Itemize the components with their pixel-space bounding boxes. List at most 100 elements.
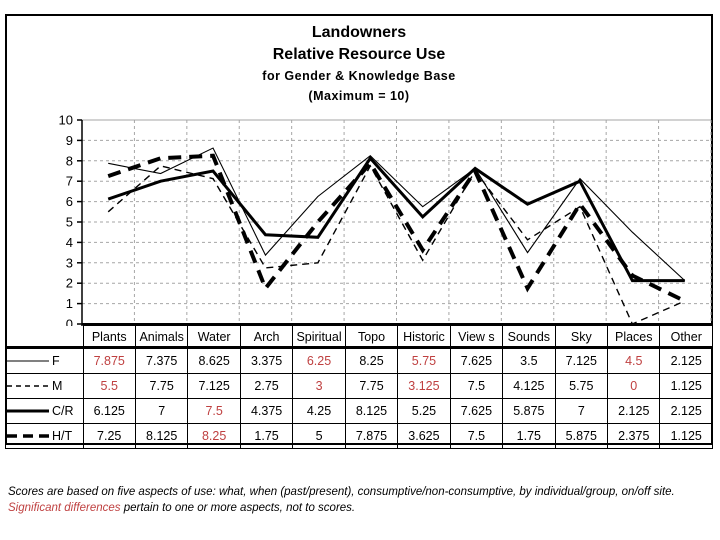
y-tick-label: 10 [59, 113, 73, 128]
data-table: Plants Animals Water Arch Spiritual Topo Histo… [5, 325, 713, 449]
value-cell: 5.25 [397, 398, 451, 424]
value-cell: 7.5 [449, 373, 504, 399]
value-cell: 1.125 [659, 373, 713, 399]
y-tick-label: 1 [66, 296, 73, 311]
y-tick-label: 8 [66, 153, 73, 168]
value-cell: 7.625 [449, 348, 504, 374]
value-cell: 7.25 [82, 423, 136, 449]
value-cell: 3.5 [502, 348, 556, 374]
value-cell: 6.125 [82, 398, 136, 424]
legend-cell: F [5, 348, 84, 374]
value-cell: 2.125 [607, 398, 661, 424]
series-line-HT [107, 153, 686, 303]
header-row: Plants Animals Water Arch Spiritual Topo Histo… [6, 325, 713, 349]
value-cell: 1.125 [659, 423, 713, 449]
value-cell: 8.25 [344, 348, 399, 374]
legend-line-sample [7, 409, 49, 413]
series-name-label: H/T [52, 429, 73, 443]
value-cell: 2.125 [659, 348, 713, 374]
value-cell: 2.75 [239, 373, 294, 399]
column-header: Spiritual [292, 325, 346, 349]
value-cell: 5.875 [554, 423, 609, 449]
line-chart: 0 1 2 3 4 5 6 7 8 9 10 [59, 113, 712, 327]
value-cell: 4.125 [502, 373, 556, 399]
value-cell: 7.875 [344, 423, 399, 449]
value-cell: 1.75 [239, 423, 294, 449]
value-cell: 7.75 [134, 373, 189, 399]
value-cell: 3 [292, 373, 346, 399]
table-body: F 7.875 7.375 8.625 3.375 6.25 8.25 5.75 7.625 3.… [5, 348, 713, 449]
legend-cell: H/T [5, 423, 84, 449]
title-line-1: Landowners [311, 24, 407, 41]
value-cell: 7.5 [449, 423, 504, 449]
column-header: View s [449, 325, 504, 349]
y-tick-label: 3 [66, 255, 73, 270]
value-cell: 6.25 [292, 348, 346, 374]
value-cell: 7.5 [187, 398, 241, 424]
footnote-line-1: Scores are based on five aspects of use:… [8, 484, 716, 500]
chart-title-block: Landowners Relative Resource Use for Gen… [5, 22, 713, 106]
y-tick-label: 9 [66, 133, 73, 148]
series-line-CR [107, 155, 685, 283]
legend-cell: M [5, 373, 84, 399]
legend-header-cell [6, 326, 84, 349]
legend-line-sample [7, 434, 49, 438]
value-cell: 2.375 [607, 423, 661, 449]
value-cell: 7 [554, 398, 609, 424]
footnote-text-2: pertain to one or more aspects, not to s… [120, 502, 356, 514]
value-cell: 2.125 [659, 398, 713, 424]
series-name-label: M [52, 379, 63, 393]
value-cell: 8.125 [344, 398, 399, 424]
legend-cell: C/R [5, 398, 84, 424]
value-cell: 5.75 [554, 373, 609, 399]
value-cell: 5 [292, 423, 346, 449]
y-tick-label: 5 [66, 215, 73, 230]
series-line-M [107, 164, 686, 325]
y-tick-label: 6 [66, 194, 73, 209]
column-header: Places [607, 325, 661, 349]
value-cell: 1.75 [502, 423, 556, 449]
value-cell: 3.625 [397, 423, 451, 449]
footnote-text-1: Scores are based on five aspects of use:… [8, 486, 675, 498]
series-name-label: C/R [52, 404, 74, 418]
value-cell: 8.625 [187, 348, 241, 374]
column-header: Animals [134, 325, 189, 349]
table-row-HT: H/T 7.25 8.125 8.25 1.75 5 7.875 3.625 7.5 1.75 5.… [5, 423, 713, 449]
value-cell: 4.5 [607, 348, 661, 374]
value-cell: 4.375 [239, 398, 294, 424]
value-cell: 3.125 [397, 373, 451, 399]
footnote-significant-differences: Significant differences [8, 502, 121, 514]
column-header: Arch [239, 325, 294, 349]
footnote: Scores are based on five aspects of use:… [8, 484, 716, 516]
y-tick-label: 4 [66, 235, 73, 250]
column-header: Sounds [502, 325, 556, 349]
legend-line-sample [7, 385, 49, 387]
column-header: Historic [397, 325, 451, 349]
value-cell: 5.75 [397, 348, 451, 374]
value-cell: 3.375 [239, 348, 294, 374]
value-cell: 7 [134, 398, 189, 424]
value-cell: 4.25 [292, 398, 346, 424]
series-name-label: F [52, 354, 60, 368]
value-cell: 8.125 [134, 423, 189, 449]
value-cell: 8.25 [187, 423, 241, 449]
value-cell: 7.75 [344, 373, 399, 399]
value-cell: 7.875 [82, 348, 136, 374]
table-header-row: Plants Animals Water Arch Spiritual Topo Histo… [6, 325, 713, 349]
y-tick-label: 2 [66, 276, 73, 291]
column-header: Other [659, 325, 713, 349]
title-line-3: for Gender & Knowledge Base [262, 69, 456, 83]
series-line-F [108, 147, 686, 282]
title-line-4: (Maximum = 10) [308, 89, 410, 103]
y-tick-label: 7 [66, 174, 73, 189]
table-row-CR: C/R 6.125 7 7.5 4.375 4.25 8.125 5.25 7.625 5.875… [5, 398, 713, 424]
column-header: Plants [82, 325, 136, 349]
table-row-M: M 5.5 7.75 7.125 2.75 3 7.75 3.125 7.5 4.125 5.75 0… [5, 373, 713, 399]
y-tick-label: 0 [66, 317, 73, 327]
table-row-F: F 7.875 7.375 8.625 3.375 6.25 8.25 5.75 7.625 3.… [5, 348, 713, 374]
title-line-2: Relative Resource Use [272, 46, 446, 63]
footnote-line-2: Significant differences pertain to one o… [8, 500, 716, 516]
value-cell: 7.125 [554, 348, 609, 374]
value-cell: 7.625 [449, 398, 504, 424]
